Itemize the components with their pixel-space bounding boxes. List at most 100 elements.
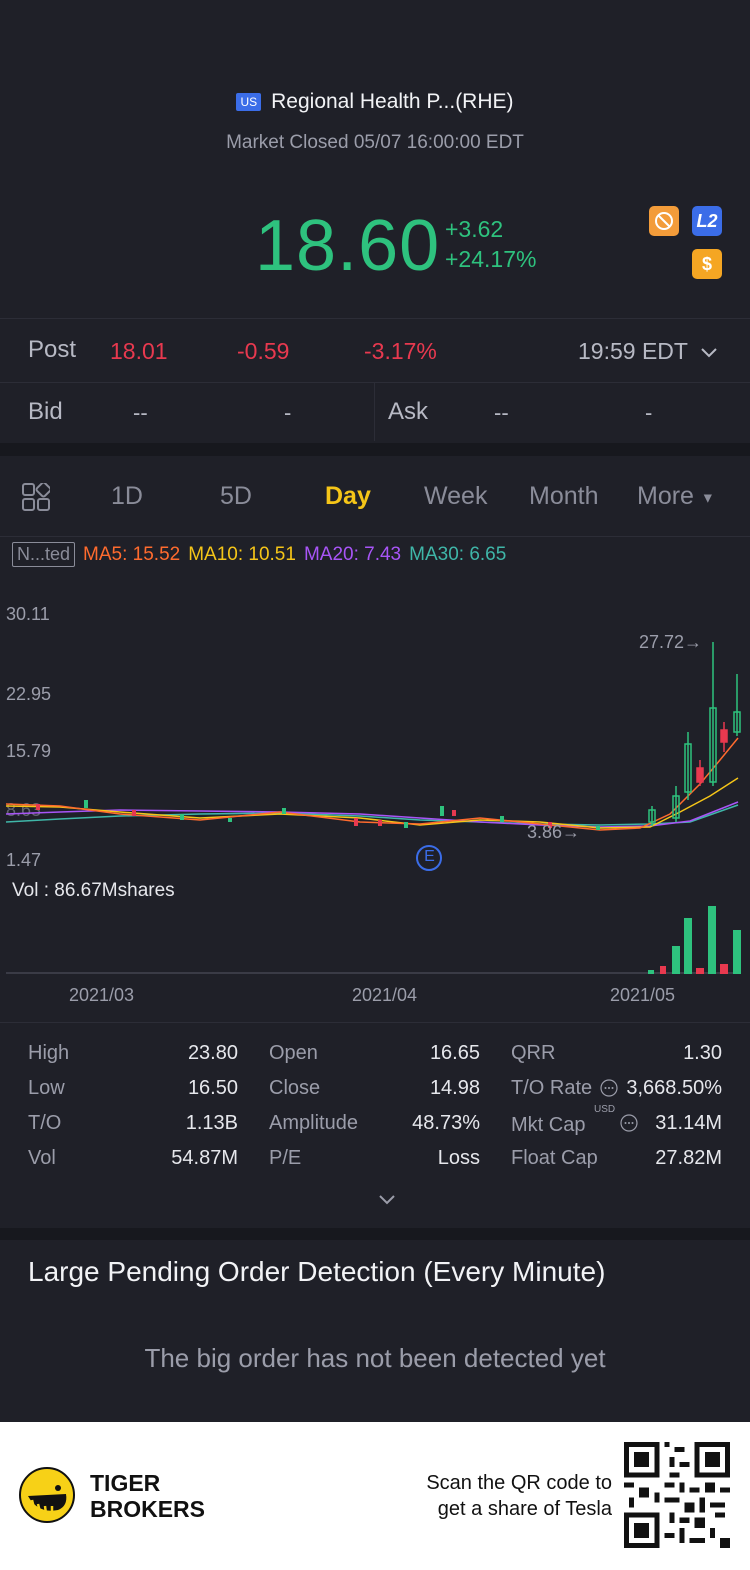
- y-tick: 22.95: [6, 684, 52, 704]
- volume-label: Vol : 86.67Mshares: [12, 880, 175, 901]
- price-change: +3.62: [445, 216, 504, 242]
- caret-down-icon: ▼: [700, 489, 715, 506]
- tab-1d[interactable]: 1D: [111, 482, 143, 510]
- bid-label: Bid: [28, 398, 63, 425]
- tab-week[interactable]: Week: [424, 482, 488, 510]
- ma10-line: [5, 777, 739, 829]
- divider: [0, 382, 750, 383]
- brand-line: BROKERS: [90, 1496, 206, 1522]
- qr-code-icon[interactable]: [624, 1442, 730, 1548]
- chevron-down-icon: [701, 348, 717, 358]
- ma10-value: MA10: 10.51: [188, 543, 296, 565]
- large-orders-empty: The big order has not been detected yet: [144, 1343, 606, 1373]
- tab-day[interactable]: Day: [325, 482, 371, 510]
- stat-value: 1.13B: [185, 1112, 238, 1134]
- max-value: 27.72: [639, 632, 685, 652]
- market-status: Market Closed 05/07 16:00:00 EDT: [226, 132, 524, 153]
- bid-size: -: [284, 400, 292, 425]
- expand-chevron-icon[interactable]: [377, 1193, 397, 1212]
- ma-indicator-row: N...ted MA5: 15.52 MA10: 10.51 MA20: 7.4…: [12, 542, 506, 567]
- currency-unit: USD: [594, 1104, 616, 1115]
- chart-max-label: 27.72→: [639, 632, 702, 653]
- stat-label: QRR: [511, 1042, 556, 1064]
- dollar-icon[interactable]: $: [692, 249, 722, 279]
- stat-value: 3,668.50%: [626, 1077, 722, 1099]
- divider: [374, 383, 375, 441]
- brand-line: TIGER: [90, 1470, 161, 1496]
- min-value: 3.86: [527, 822, 563, 842]
- stock-title[interactable]: Regional Health P...(RHE): [271, 90, 514, 113]
- ma5-value: MA5: 15.52: [83, 543, 181, 565]
- x-tick: 2021/03: [69, 985, 135, 1005]
- ma20-value: MA20: 7.43: [303, 543, 402, 565]
- ask-size: -: [645, 400, 653, 425]
- candles-flat: [36, 800, 600, 830]
- stat-value: 48.73%: [412, 1112, 480, 1134]
- earnings-event-icon: [416, 845, 442, 871]
- stat-label: P/E: [269, 1147, 302, 1169]
- stat-label: Amplitude: [269, 1112, 358, 1134]
- ask-label: Ask: [388, 398, 429, 425]
- candles-spike-down: [696, 722, 728, 786]
- candles-spike: [648, 642, 741, 826]
- bid-price: --: [133, 400, 148, 425]
- post-time-selector[interactable]: 19:59 EDT: [578, 338, 718, 365]
- section-gap: [0, 443, 750, 456]
- no-trade-icon[interactable]: [649, 206, 679, 236]
- x-tick: 2021/04: [352, 985, 418, 1005]
- divider: [0, 1022, 750, 1023]
- stat-value: Loss: [437, 1147, 480, 1169]
- stat-value: 27.82M: [655, 1147, 722, 1169]
- ask-price: --: [494, 400, 509, 425]
- promo-line: get a share of Tesla: [437, 1498, 612, 1520]
- stat-label: T/O: [28, 1112, 62, 1134]
- stat-value: 1.30: [683, 1042, 722, 1064]
- title-row: US Regional Health P...(RHE): [0, 90, 750, 114]
- stat-value: 16.50: [187, 1077, 238, 1099]
- stat-label: Low: [28, 1077, 65, 1099]
- stat-value: 23.80: [187, 1042, 238, 1064]
- candlestick-chart[interactable]: [0, 600, 750, 980]
- stat-value: 16.65: [429, 1042, 480, 1064]
- info-icon[interactable]: [600, 1079, 618, 1102]
- promo-text: Scan the QR code to get a share of Tesla: [426, 1470, 612, 1522]
- tab-more[interactable]: More ▼: [637, 482, 715, 511]
- brand-name: TIGER BROKERS: [90, 1470, 205, 1522]
- quote-header: US Regional Health P...(RHE) Market Clos…: [0, 0, 750, 318]
- tab-month[interactable]: Month: [529, 482, 599, 510]
- market-badge: US: [236, 93, 262, 111]
- stat-value: 14.98: [429, 1077, 480, 1099]
- promo-footer: TIGER BROKERS Scan the QR code to get a …: [0, 1422, 750, 1570]
- divider: [0, 536, 750, 537]
- level2-icon[interactable]: L2: [692, 206, 722, 236]
- post-change: -0.59: [237, 338, 290, 364]
- y-tick: 1.47: [6, 850, 42, 870]
- post-change-percent: -3.17%: [364, 338, 437, 364]
- stat-label: High: [28, 1042, 70, 1064]
- divider: [0, 318, 750, 319]
- ma5-line: [5, 737, 739, 831]
- arrow-right-icon: →: [562, 822, 581, 842]
- post-price: 18.01: [110, 338, 168, 364]
- stat-label: Vol: [28, 1147, 56, 1169]
- adjust-mode-button[interactable]: N...ted: [12, 542, 76, 567]
- x-tick: 2021/05: [610, 985, 676, 1005]
- info-icon[interactable]: [620, 1114, 638, 1137]
- stat-value: 31.14M: [655, 1112, 722, 1134]
- stat-label: Open: [269, 1042, 318, 1064]
- post-time: 19:59 EDT: [578, 338, 688, 364]
- chart-min-label: 3.86→: [527, 822, 580, 843]
- event-marker-label[interactable]: E: [424, 848, 435, 865]
- post-label: Post: [28, 336, 77, 363]
- tab-5d[interactable]: 5D: [220, 482, 252, 510]
- last-price: 18.60: [255, 206, 441, 286]
- tiger-logo-icon: [18, 1466, 76, 1529]
- stat-label: Float Cap: [511, 1147, 598, 1169]
- volume-bars: [6, 906, 741, 974]
- stat-label: T/O Rate: [511, 1077, 593, 1099]
- y-tick: 15.79: [6, 741, 52, 761]
- ma20-line: [5, 801, 739, 828]
- arrow-right-icon: →: [684, 632, 703, 652]
- grid-menu-icon[interactable]: [22, 481, 52, 516]
- price-change-percent: +24.17%: [445, 246, 537, 272]
